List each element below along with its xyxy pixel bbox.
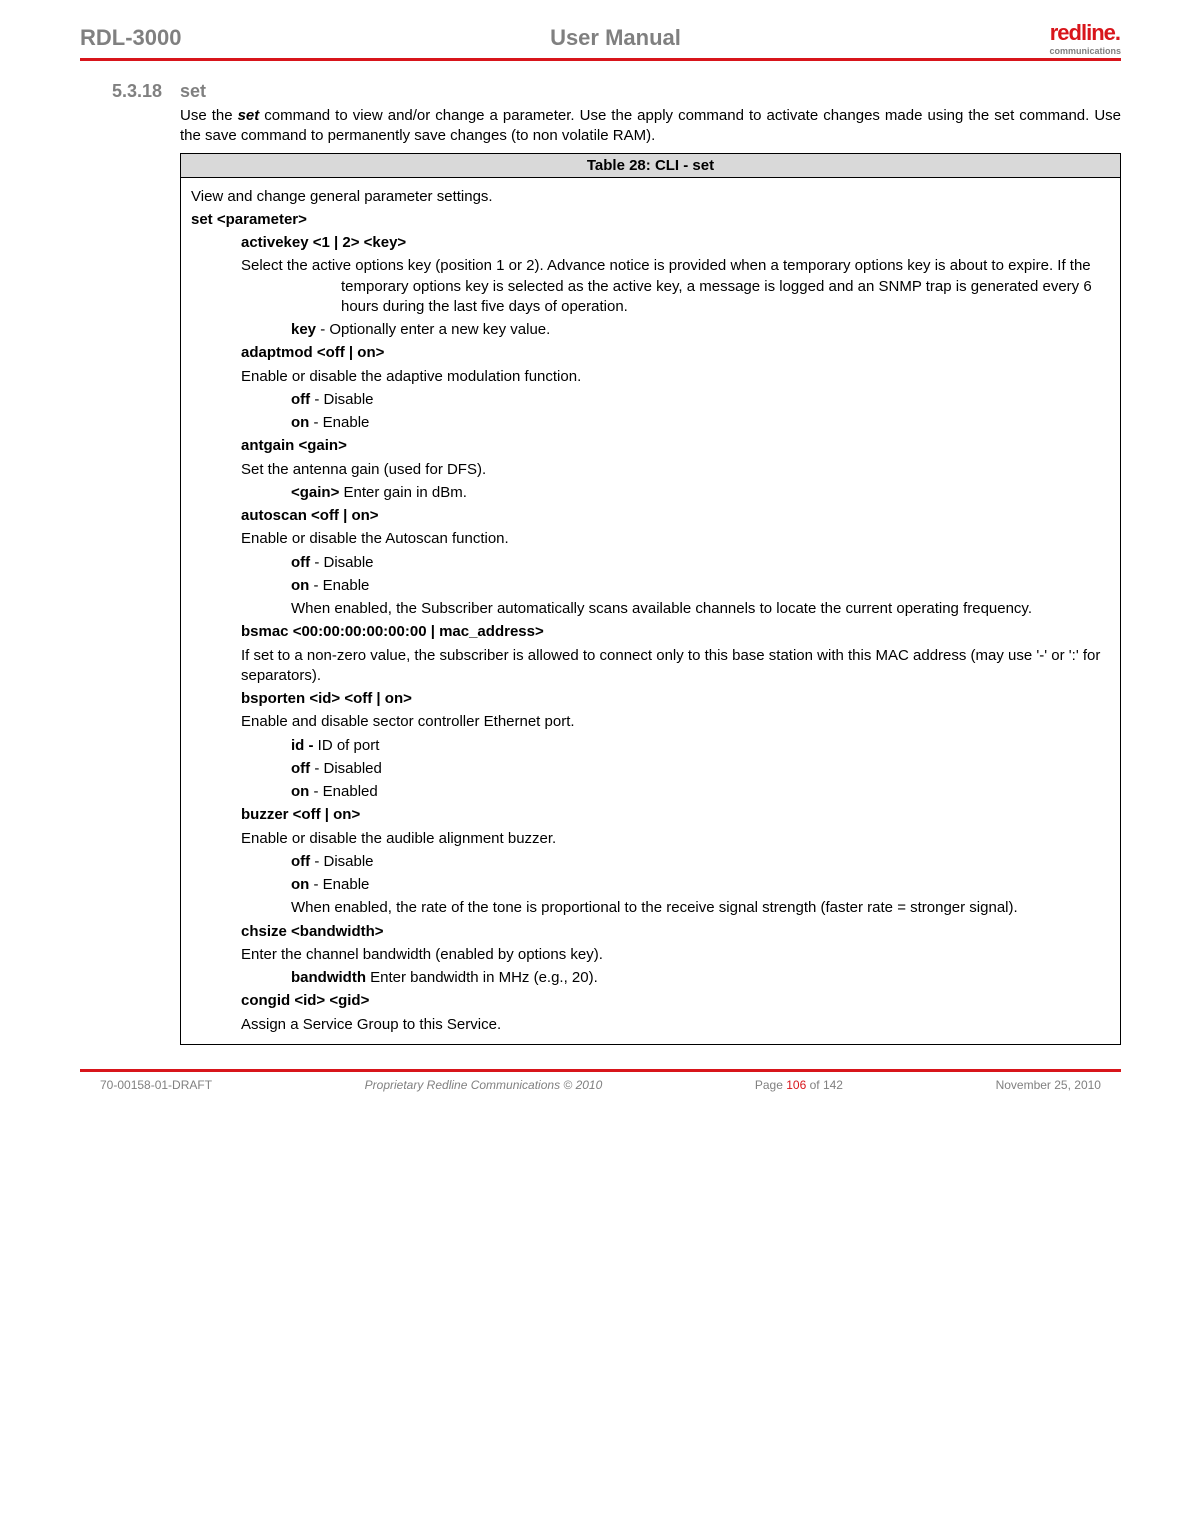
param-bsporten-on-desc: - Enabled — [309, 783, 377, 800]
doc-title: User Manual — [181, 25, 1049, 51]
param-antgain-syntax: antgain <gain> — [241, 436, 1110, 456]
param-buzzer-off-row: off - Disable — [291, 852, 1110, 872]
param-autoscan-note: When enabled, the Subscriber automatical… — [291, 599, 1110, 619]
param-bsporten-id-label: id - — [291, 737, 314, 754]
footer-copyright: Proprietary Redline Communications © 201… — [365, 1078, 603, 1092]
param-autoscan-on-desc: - Enable — [309, 577, 369, 594]
param-bsporten-off-row: off - Disabled — [291, 759, 1110, 779]
param-autoscan-syntax: autoscan <off | on> — [241, 506, 1110, 526]
set-parameter-syntax: set <parameter> — [191, 210, 1110, 230]
param-buzzer-note: When enabled, the rate of the tone is pr… — [291, 898, 1110, 918]
page-footer: 70-00158-01-DRAFT Proprietary Redline Co… — [80, 1069, 1121, 1092]
param-antgain-gain-desc: Enter gain in dBm. — [339, 484, 467, 501]
param-activekey-desc: Select the active options key (position … — [241, 256, 1110, 317]
param-buzzer-syntax: buzzer <off | on> — [241, 805, 1110, 825]
param-congid-desc: Assign a Service Group to this Service. — [241, 1015, 1110, 1035]
param-chsize-desc: Enter the channel bandwidth (enabled by … — [241, 945, 1110, 965]
intro-command: set — [238, 107, 260, 124]
param-antgain-desc: Set the antenna gain (used for DFS). — [241, 460, 1110, 480]
logo-dot-icon: . — [1115, 20, 1121, 45]
param-congid-syntax: congid <id> <gid> — [241, 991, 1110, 1011]
param-buzzer-off-desc: - Disable — [310, 853, 373, 870]
param-bsporten-syntax: bsporten <id> <off | on> — [241, 689, 1110, 709]
table-caption: Table 28: CLI - set — [181, 154, 1120, 178]
param-activekey-syntax: activekey <1 | 2> <key> — [241, 233, 1110, 253]
footer-pagination: Page 106 of 142 — [755, 1078, 843, 1092]
param-buzzer-on-row: on - Enable — [291, 875, 1110, 895]
param-adaptmod-on-desc: - Enable — [309, 414, 369, 431]
param-adaptmod-on-label: on — [291, 414, 309, 431]
param-chsize-bw-label: bandwidth — [291, 969, 366, 986]
param-activekey-key-label: key — [291, 321, 316, 338]
param-bsmac-syntax: bsmac <00:00:00:00:00:00 | mac_address> — [241, 622, 1110, 642]
param-buzzer-on-desc: - Enable — [309, 876, 369, 893]
param-activekey-key-row: key - Optionally enter a new key value. — [291, 320, 1110, 340]
logo-subtext: communications — [1049, 46, 1121, 56]
footer-date: November 25, 2010 — [996, 1078, 1121, 1092]
table-body: View and change general parameter settin… — [181, 178, 1120, 1044]
logo-text: redline — [1050, 20, 1115, 45]
param-bsporten-desc: Enable and disable sector controller Eth… — [241, 712, 1110, 732]
param-buzzer-on-label: on — [291, 876, 309, 893]
page-header: RDL-3000 User Manual redline. communicat… — [80, 20, 1121, 61]
param-chsize-bw-desc: Enter bandwidth in MHz (e.g., 20). — [366, 969, 598, 986]
param-autoscan-desc: Enable or disable the Autoscan function. — [241, 529, 1110, 549]
param-bsmac-desc: If set to a non-zero value, the subscrib… — [241, 646, 1110, 687]
param-autoscan-on-row: on - Enable — [291, 576, 1110, 596]
param-autoscan-on-label: on — [291, 577, 309, 594]
section-title: set — [180, 81, 206, 102]
param-activekey-key-desc: - Optionally enter a new key value. — [316, 321, 550, 338]
param-autoscan-off-row: off - Disable — [291, 553, 1110, 573]
param-autoscan-off-label: off — [291, 554, 310, 571]
section-intro: Use the set command to view and/or chang… — [180, 106, 1121, 147]
param-bsporten-id-desc: ID of port — [314, 737, 380, 754]
param-adaptmod-syntax: adaptmod <off | on> — [241, 343, 1110, 363]
param-activekey-desc-text: Select the active options key (position … — [241, 257, 1092, 315]
param-buzzer-desc: Enable or disable the audible alignment … — [241, 829, 1110, 849]
param-adaptmod-off-row: off - Disable — [291, 390, 1110, 410]
param-chsize-syntax: chsize <bandwidth> — [241, 922, 1110, 942]
param-antgain-gain-label: <gain> — [291, 484, 339, 501]
intro-after: command to view and/or change a paramete… — [180, 107, 1121, 144]
param-antgain-gain-row: <gain> Enter gain in dBm. — [291, 483, 1110, 503]
doc-id: RDL-3000 — [80, 25, 181, 51]
param-adaptmod-desc: Enable or disable the adaptive modulatio… — [241, 367, 1110, 387]
footer-page-of: of 142 — [806, 1078, 843, 1092]
intro-before: Use the — [180, 107, 238, 124]
param-adaptmod-off-desc: - Disable — [310, 391, 373, 408]
param-bsporten-off-label: off — [291, 760, 310, 777]
logo: redline. communications — [1049, 20, 1121, 56]
footer-docnum: 70-00158-01-DRAFT — [80, 1078, 212, 1092]
param-adaptmod-on-row: on - Enable — [291, 413, 1110, 433]
param-bsporten-id-row: id - ID of port — [291, 736, 1110, 756]
table-intro: View and change general parameter settin… — [191, 187, 1110, 207]
param-buzzer-off-label: off — [291, 853, 310, 870]
cli-table: Table 28: CLI - set View and change gene… — [180, 153, 1121, 1045]
param-adaptmod-off-label: off — [291, 391, 310, 408]
footer-page-current: 106 — [786, 1078, 806, 1092]
param-bsporten-on-label: on — [291, 783, 309, 800]
section-heading: 5.3.18 set — [80, 81, 1121, 102]
footer-page-prefix: Page — [755, 1078, 786, 1092]
param-autoscan-off-desc: - Disable — [310, 554, 373, 571]
param-chsize-bw-row: bandwidth Enter bandwidth in MHz (e.g., … — [291, 968, 1110, 988]
section-number: 5.3.18 — [80, 81, 180, 102]
param-bsporten-off-desc: - Disabled — [310, 760, 382, 777]
param-bsporten-on-row: on - Enabled — [291, 782, 1110, 802]
